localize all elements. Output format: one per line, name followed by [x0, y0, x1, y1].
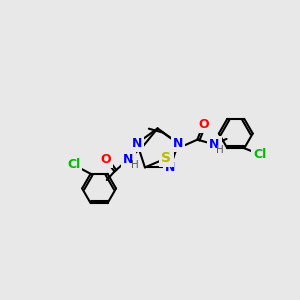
- Text: O: O: [100, 153, 111, 166]
- Text: N: N: [165, 161, 175, 174]
- Text: N: N: [173, 137, 183, 150]
- Text: Cl: Cl: [67, 158, 80, 171]
- Text: O: O: [198, 118, 209, 131]
- Text: N: N: [123, 153, 134, 166]
- Text: S: S: [161, 151, 172, 165]
- Text: H: H: [216, 145, 224, 155]
- Text: N: N: [132, 137, 142, 150]
- Text: H: H: [130, 160, 138, 170]
- Text: N: N: [209, 138, 219, 151]
- Text: Cl: Cl: [253, 148, 266, 161]
